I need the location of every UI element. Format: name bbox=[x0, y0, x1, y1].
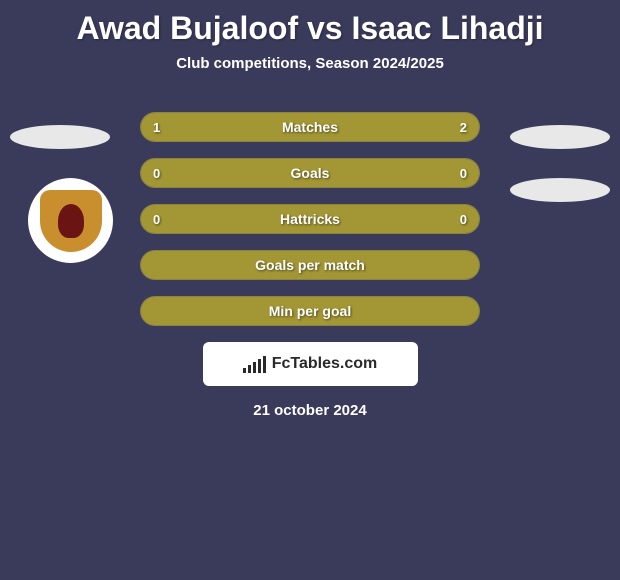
page-subtitle: Club competitions, Season 2024/2025 bbox=[0, 55, 620, 72]
stat-row-inner: Goals per match bbox=[141, 251, 479, 279]
source-badge: FcTables.com bbox=[203, 342, 418, 386]
stat-row: Goals 0 0 bbox=[140, 158, 480, 188]
stat-row: Min per goal bbox=[140, 296, 480, 326]
chart-icon bbox=[243, 356, 266, 373]
stat-row-inner: Min per goal bbox=[141, 297, 479, 325]
badge-text: FcTables.com bbox=[272, 355, 378, 373]
stats-container: Matches 1 2 Goals 0 0 Hattricks 0 0 Goals per mat… bbox=[140, 112, 480, 326]
club-crest-left bbox=[28, 178, 113, 263]
stat-label: Matches bbox=[282, 119, 338, 135]
stat-row-inner: Hattricks bbox=[141, 205, 479, 233]
stat-value-right: 0 bbox=[448, 159, 479, 187]
stat-value-left: 0 bbox=[141, 205, 172, 233]
stat-label: Goals per match bbox=[255, 257, 365, 273]
date-label: 21 october 2024 bbox=[0, 402, 620, 419]
stat-row: Hattricks 0 0 bbox=[140, 204, 480, 234]
stat-row: Goals per match bbox=[140, 250, 480, 280]
stat-value-right: 2 bbox=[448, 113, 479, 141]
stat-label: Goals bbox=[291, 165, 330, 181]
stat-value-left: 0 bbox=[141, 159, 172, 187]
flag-right-player2-1 bbox=[510, 125, 610, 149]
stat-row-inner: Goals bbox=[141, 159, 479, 187]
stat-label: Min per goal bbox=[269, 303, 351, 319]
shield-icon bbox=[40, 190, 102, 252]
stat-row: Matches 1 2 bbox=[140, 112, 480, 142]
flag-right-player2-2 bbox=[510, 178, 610, 202]
stat-value-right: 0 bbox=[448, 205, 479, 233]
page-title: Awad Bujaloof vs Isaac Lihadji bbox=[0, 0, 620, 47]
stat-value-left: 1 bbox=[141, 113, 172, 141]
stat-label: Hattricks bbox=[280, 211, 340, 227]
stat-row-inner: Matches bbox=[141, 113, 479, 141]
flag-left-player1 bbox=[10, 125, 110, 149]
